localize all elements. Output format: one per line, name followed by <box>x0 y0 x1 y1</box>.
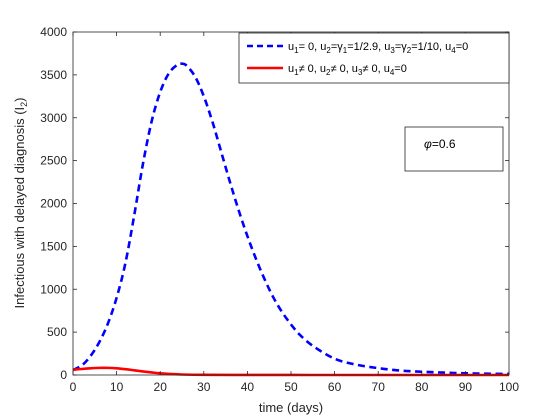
legend-text-segment: =0 <box>394 63 407 75</box>
x-tick-label: 30 <box>197 380 211 394</box>
legend-subscript: 1 <box>294 68 299 77</box>
x-tick-label: 10 <box>110 380 124 394</box>
y-axis-title: Infectious with delayed diagnosis (I2) <box>12 98 29 309</box>
legend-subscript: 2 <box>326 68 331 77</box>
legend-text-segment: ≠ 0, u <box>330 63 357 75</box>
legend-label-series-2: u1≠ 0, u2≠ 0, u3≠ 0, u4=0 <box>288 63 407 77</box>
legend-text-segment: ≠ 0, u <box>299 63 326 75</box>
series-line-1 <box>72 62 510 376</box>
legend-text-segment: u <box>288 41 294 53</box>
y-tick-label: 1500 <box>40 239 67 253</box>
legend-subscript: 4 <box>390 68 395 77</box>
x-axis: 0 10 20 30 40 50 60 70 80 90 100 <box>70 32 519 394</box>
legend-subscript: 3 <box>390 46 395 55</box>
x-tick-label: 100 <box>499 380 519 394</box>
annotation-value: =0.6 <box>432 137 456 151</box>
x-tick-label: 50 <box>284 380 298 394</box>
y-tick-label: 3500 <box>40 68 67 82</box>
legend-text-segment: =1/2.9, u <box>347 41 390 53</box>
y-tick-label: 0 <box>60 368 67 382</box>
x-tick-label: 60 <box>328 380 342 394</box>
y-tick-label: 3000 <box>40 111 67 125</box>
legend-text-segment: u <box>288 63 294 75</box>
y-axis-title-close: ) <box>12 98 27 102</box>
x-tick-label: 70 <box>372 380 386 394</box>
legend-subscript: 4 <box>451 46 456 55</box>
legend: u1= 0, u2=γ1=1/2.9, u3=γ2=1/10, u4=0 u1≠… <box>238 32 510 84</box>
x-tick-label: 40 <box>241 380 255 394</box>
y-axis: 0 500 1000 1500 2000 2500 3000 3500 4000 <box>40 25 509 382</box>
legend-box <box>238 32 510 84</box>
plot-area <box>73 32 509 375</box>
y-tick-label: 4000 <box>40 25 67 39</box>
y-tick-label: 2500 <box>40 154 67 168</box>
legend-text-segment: =0 <box>456 41 469 53</box>
legend-text-segment: ≠ 0, u <box>362 63 389 75</box>
annotation-frame <box>404 126 504 172</box>
legend-text-segment: =γ <box>395 41 407 53</box>
annotation-box: φ=0.6 <box>404 126 504 172</box>
legend-text-segment: =γ <box>331 41 343 53</box>
legend-text-segment: = 0, u <box>299 41 327 53</box>
x-tick-label: 80 <box>415 380 429 394</box>
y-axis-title-main: Infectious with delayed diagnosis (I <box>12 107 27 309</box>
legend-subscript: 1 <box>294 46 299 55</box>
legend-subscript: 3 <box>358 68 363 77</box>
y-tick-label: 500 <box>47 325 67 339</box>
legend-text-segment: =1/10, u <box>411 41 451 53</box>
x-axis-title: time (days) <box>259 400 323 415</box>
legend-subscript: 2 <box>407 46 412 55</box>
y-tick-label: 1000 <box>40 282 67 296</box>
x-tick-label: 0 <box>70 380 77 394</box>
phi-symbol: φ <box>424 137 432 151</box>
legend-subscript: 1 <box>343 46 348 55</box>
y-axis-title-subscript: 2 <box>19 102 29 107</box>
y-tick-label: 2000 <box>40 197 67 211</box>
legend-subscript: 2 <box>326 46 331 55</box>
legend-label-series-1: u1= 0, u2=γ1=1/2.9, u3=γ2=1/10, u4=0 <box>288 41 468 55</box>
x-tick-label: 90 <box>459 380 473 394</box>
annotation-text: φ=0.6 <box>424 137 456 151</box>
x-tick-label: 20 <box>154 380 168 394</box>
